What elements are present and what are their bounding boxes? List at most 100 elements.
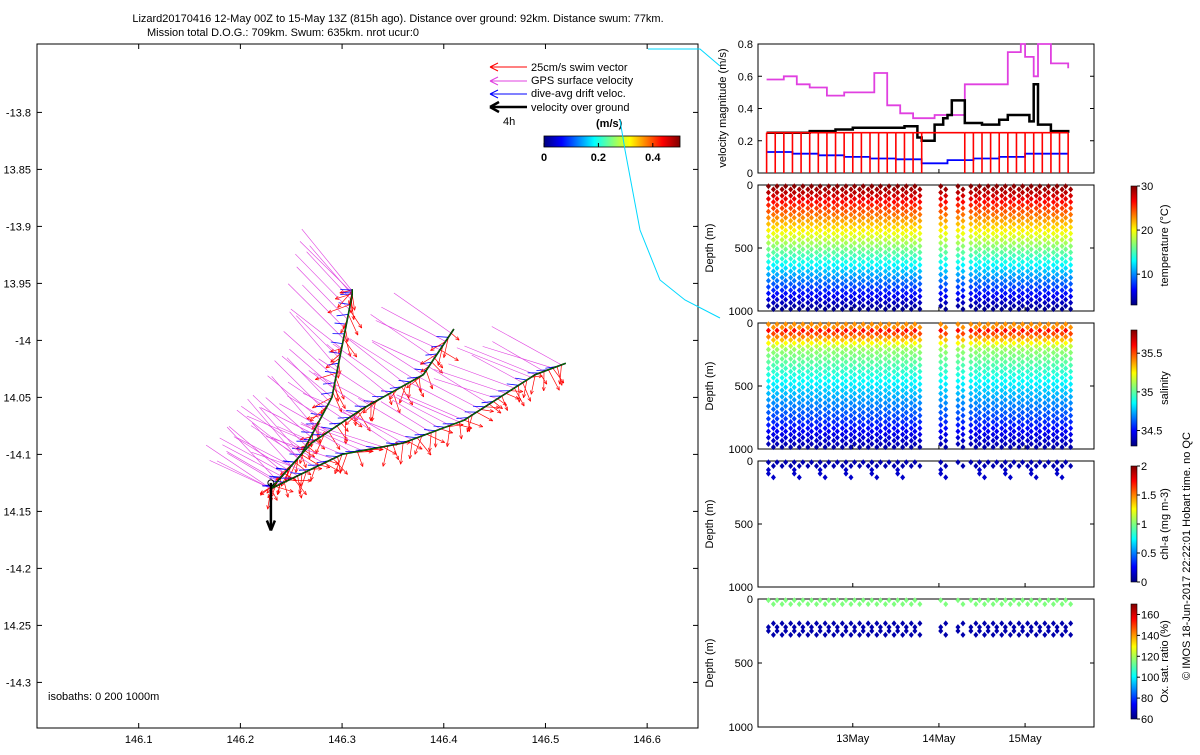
profile-point bbox=[783, 303, 788, 309]
profile-point bbox=[852, 384, 857, 390]
profile-point bbox=[904, 340, 909, 346]
profile-point bbox=[900, 193, 905, 199]
profile-point bbox=[892, 406, 897, 412]
profile-point bbox=[814, 268, 819, 274]
profile-point bbox=[848, 262, 853, 268]
profile-point bbox=[788, 287, 793, 293]
profile-point bbox=[943, 287, 948, 293]
velocity-series-line bbox=[767, 44, 1069, 118]
profile-point bbox=[818, 297, 823, 303]
profile-point bbox=[1020, 428, 1025, 434]
profile-point bbox=[1060, 419, 1065, 425]
profile-point bbox=[887, 416, 892, 422]
profile-point bbox=[835, 353, 840, 359]
profile-point bbox=[991, 350, 996, 356]
profile-point bbox=[780, 394, 785, 400]
profile-point bbox=[809, 334, 814, 340]
profile-point bbox=[831, 300, 836, 306]
profile-point bbox=[831, 432, 836, 438]
profile-point bbox=[994, 259, 999, 265]
profile-point bbox=[900, 262, 905, 268]
profile-point bbox=[968, 190, 973, 196]
profile-point bbox=[1042, 406, 1047, 412]
profile-point bbox=[1016, 350, 1021, 356]
profile-point bbox=[912, 384, 917, 390]
profile-point bbox=[788, 425, 793, 431]
profile-point bbox=[797, 186, 802, 192]
profile-point bbox=[869, 435, 874, 441]
profile-point bbox=[775, 378, 780, 384]
profile-point bbox=[960, 438, 965, 444]
profile-point bbox=[1008, 249, 1013, 255]
profile-point bbox=[814, 432, 819, 438]
profile-point bbox=[826, 334, 831, 340]
profile-point bbox=[783, 340, 788, 346]
profile-point bbox=[1051, 369, 1056, 375]
profile-point bbox=[814, 343, 819, 349]
profile-point bbox=[1042, 218, 1047, 224]
profile-point bbox=[892, 387, 897, 393]
profile-point bbox=[771, 343, 776, 349]
profile-point bbox=[999, 294, 1004, 300]
profile-point bbox=[1042, 212, 1047, 218]
profile-point bbox=[805, 406, 810, 412]
profile-point bbox=[1011, 384, 1016, 390]
profile-point bbox=[968, 340, 973, 346]
profile-point bbox=[852, 328, 857, 334]
profile-point bbox=[1008, 632, 1013, 638]
profile-point bbox=[943, 337, 948, 343]
profile-point bbox=[1034, 356, 1039, 362]
profile-point bbox=[955, 365, 960, 371]
profile-point bbox=[994, 190, 999, 196]
profile-point bbox=[1042, 237, 1047, 243]
profile-point bbox=[1008, 287, 1013, 293]
profile-point bbox=[852, 378, 857, 384]
section-colorbar-tick-label: 60 bbox=[1141, 714, 1153, 726]
profile-point bbox=[878, 441, 883, 447]
profile-point bbox=[835, 321, 840, 327]
profile-point bbox=[805, 425, 810, 431]
profile-point bbox=[895, 378, 900, 384]
profile-point bbox=[892, 375, 897, 381]
profile-point bbox=[968, 346, 973, 352]
profile-point bbox=[938, 183, 943, 189]
profile-point bbox=[848, 381, 853, 387]
profile-point bbox=[869, 334, 874, 340]
profile-point bbox=[869, 259, 874, 265]
profile-point bbox=[955, 628, 960, 634]
profile-point bbox=[805, 275, 810, 281]
profile-point bbox=[818, 346, 823, 352]
profile-point bbox=[1011, 227, 1016, 233]
profile-point bbox=[994, 227, 999, 233]
profile-point bbox=[986, 441, 991, 447]
profile-point bbox=[809, 271, 814, 277]
profile-point bbox=[999, 463, 1004, 469]
profile-point bbox=[861, 428, 866, 434]
profile-point bbox=[780, 413, 785, 419]
profile-point bbox=[1016, 193, 1021, 199]
profile-point bbox=[800, 297, 805, 303]
profile-point bbox=[788, 362, 793, 368]
profile-point bbox=[1060, 300, 1065, 306]
profile-point bbox=[973, 432, 978, 438]
profile-point bbox=[805, 199, 810, 205]
profile-point bbox=[780, 406, 785, 412]
profile-point bbox=[831, 294, 836, 300]
profile-point bbox=[986, 422, 991, 428]
profile-point bbox=[843, 221, 848, 227]
profile-point bbox=[843, 359, 848, 365]
profile-point bbox=[912, 365, 917, 371]
profile-point bbox=[892, 620, 897, 626]
profile-point bbox=[973, 231, 978, 237]
profile-point bbox=[960, 632, 965, 638]
profile-point bbox=[887, 422, 892, 428]
profile-point bbox=[792, 422, 797, 428]
profile-point bbox=[1008, 199, 1013, 205]
profile-point bbox=[982, 218, 987, 224]
profile-point bbox=[1046, 378, 1051, 384]
profile-point bbox=[869, 196, 874, 202]
profile-point bbox=[986, 190, 991, 196]
profile-point bbox=[986, 346, 991, 352]
profile-point bbox=[861, 271, 866, 277]
